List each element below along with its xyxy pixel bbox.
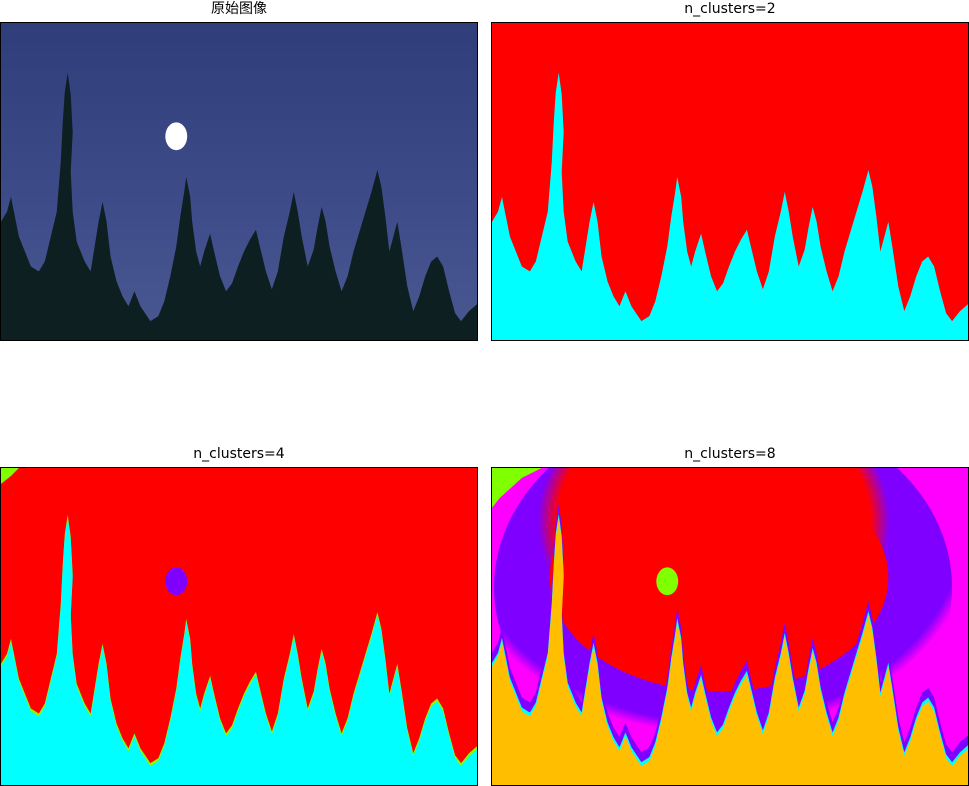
clusters-4-image: [0, 467, 478, 786]
moon-shape: [656, 567, 679, 596]
clusters-2-image: [491, 22, 969, 341]
original-image-panel: 原始图像: [0, 0, 478, 342]
panel-title: n_clusters=4: [193, 446, 285, 462]
clusters-8-panel: n_clusters=8: [491, 445, 969, 786]
original-image: [0, 22, 478, 341]
panel-title: n_clusters=8: [684, 446, 776, 462]
panel-title: n_clusters=2: [684, 1, 776, 17]
moon-shape: [165, 122, 188, 151]
panel-title: 原始图像: [211, 1, 267, 17]
clusters-4-panel: n_clusters=4: [0, 445, 478, 786]
clusters-8-image: [491, 467, 969, 786]
moon-shape: [165, 567, 188, 596]
clusters-2-panel: n_clusters=2: [491, 0, 969, 342]
